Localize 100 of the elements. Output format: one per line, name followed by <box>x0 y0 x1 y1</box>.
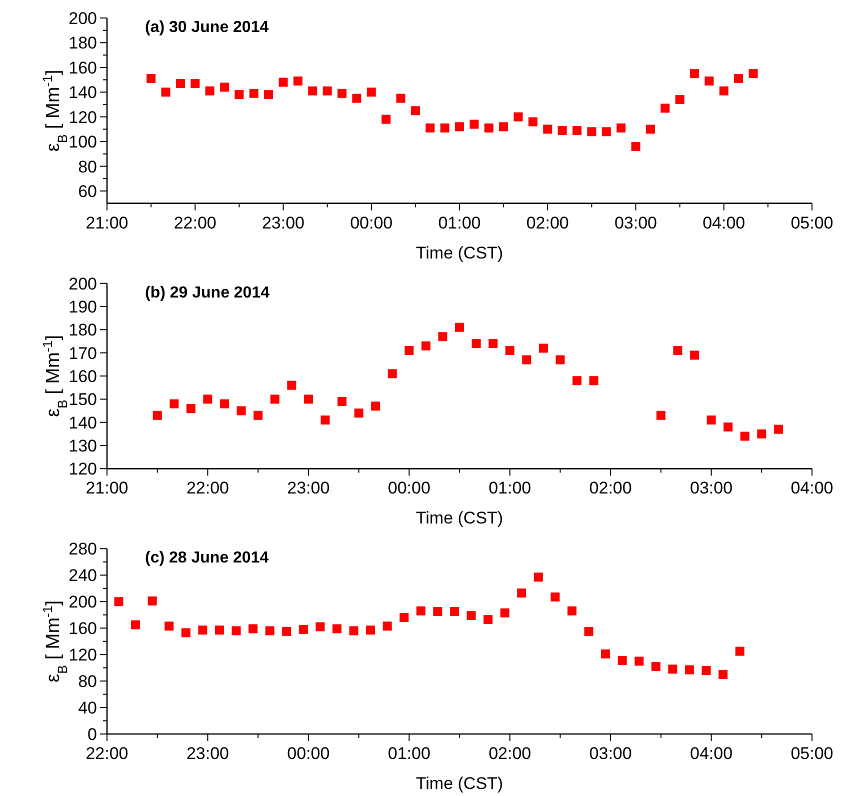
point <box>366 88 376 97</box>
x-tick-label: 03:00 <box>690 478 733 498</box>
point <box>618 656 627 666</box>
point <box>293 76 302 86</box>
y-tick-label: 190 <box>68 298 97 316</box>
point <box>248 624 258 634</box>
point <box>131 620 140 630</box>
x-tick-label: 21:00 <box>86 478 128 498</box>
point <box>584 626 594 636</box>
y-tick-label: 0 <box>88 725 97 744</box>
point <box>488 339 498 348</box>
point <box>349 626 358 636</box>
point <box>332 624 342 634</box>
point <box>500 608 510 618</box>
point <box>352 94 362 103</box>
point <box>265 626 274 636</box>
point <box>631 142 640 151</box>
point <box>278 78 288 87</box>
point <box>522 355 532 364</box>
point <box>410 106 420 116</box>
point <box>589 376 598 386</box>
point <box>220 82 229 92</box>
point <box>354 408 364 418</box>
y-tick-label: 160 <box>68 619 97 638</box>
x-axis-title: Time (CST) <box>416 774 504 793</box>
x-tick-label: 23:00 <box>262 213 305 232</box>
point <box>601 649 610 658</box>
point <box>440 123 450 132</box>
point <box>338 88 346 98</box>
point <box>602 127 611 136</box>
point <box>400 613 409 622</box>
point <box>304 394 313 404</box>
point <box>668 664 678 674</box>
y-tick-label: 180 <box>68 320 97 340</box>
point <box>338 396 346 406</box>
y-tick-label: 150 <box>68 390 97 410</box>
y-tick-label: 240 <box>68 566 97 586</box>
point <box>734 74 744 84</box>
point <box>190 78 200 88</box>
x-tick-label: 04:00 <box>690 744 733 763</box>
point <box>396 94 406 103</box>
y-tick-label: 200 <box>68 592 97 612</box>
point <box>587 127 596 136</box>
point <box>690 69 699 78</box>
point <box>517 588 526 598</box>
point <box>455 322 464 332</box>
point <box>254 410 263 420</box>
point <box>164 622 174 631</box>
point <box>656 410 666 420</box>
point <box>484 614 493 624</box>
point <box>702 666 711 675</box>
point <box>499 122 508 132</box>
point <box>320 416 330 425</box>
point <box>371 402 380 411</box>
point <box>740 432 750 441</box>
point <box>634 656 644 666</box>
y-tick-label: 40 <box>78 698 97 718</box>
point <box>203 394 212 404</box>
point <box>472 339 481 348</box>
x-tick-label: 00:00 <box>350 213 393 232</box>
y-tick-label: 280 <box>68 540 97 559</box>
point <box>308 86 318 96</box>
point <box>322 86 332 96</box>
point <box>470 120 479 129</box>
point <box>543 124 552 134</box>
point <box>572 376 582 386</box>
y-tick-label: 200 <box>68 274 97 294</box>
point <box>416 606 426 616</box>
point <box>718 670 728 679</box>
y-tick-label: 120 <box>68 646 97 665</box>
point <box>146 74 156 84</box>
x-tick-label: 03:00 <box>614 213 658 232</box>
x-tick-label: 00:00 <box>287 744 330 763</box>
x-tick-label: 01:00 <box>488 478 532 498</box>
point <box>176 78 185 88</box>
point <box>404 346 414 356</box>
y-tick-label: 140 <box>68 83 97 102</box>
y-tick-label: 140 <box>68 413 97 432</box>
point <box>270 394 280 404</box>
point <box>186 404 196 413</box>
x-tick-label: 01:00 <box>438 213 481 232</box>
point <box>382 114 391 124</box>
point <box>757 429 766 438</box>
point <box>433 607 442 616</box>
chart-title: (a) 30 June 2014 <box>145 19 269 36</box>
point <box>724 422 733 432</box>
x-tick-label: 23:00 <box>186 744 229 763</box>
x-tick-label: 22:00 <box>174 213 216 232</box>
point <box>484 123 494 132</box>
point <box>675 95 684 104</box>
x-tick-label: 22:00 <box>186 478 229 498</box>
point <box>774 424 783 434</box>
x-axis-title: Time (CST) <box>416 508 504 528</box>
point <box>735 646 744 656</box>
y-tick-label: 170 <box>68 344 97 363</box>
point <box>567 606 576 616</box>
y-tick-label: 200 <box>68 9 97 28</box>
point <box>198 626 208 635</box>
point <box>170 399 179 408</box>
point <box>426 123 435 132</box>
